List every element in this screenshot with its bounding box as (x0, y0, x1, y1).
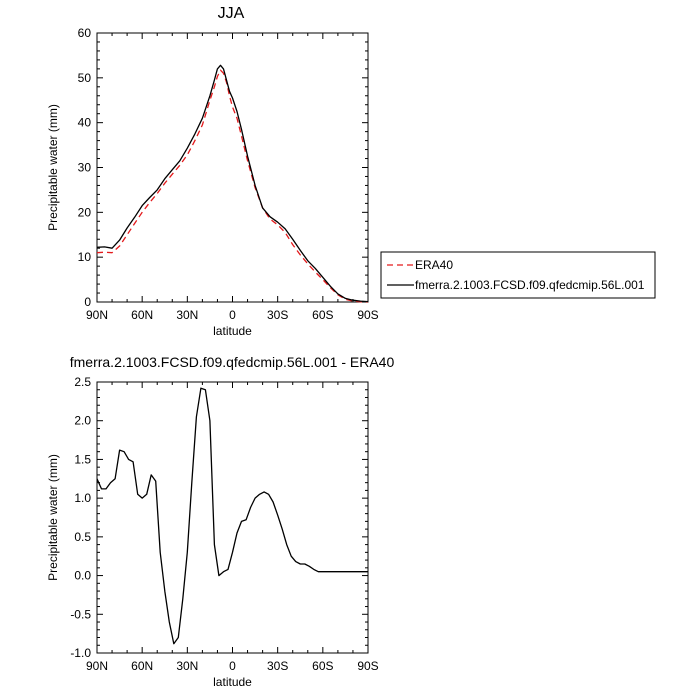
y-tick-label: 10 (78, 250, 92, 264)
x-tick-label: 90S (357, 659, 378, 673)
x-axis-label: latitude (213, 324, 252, 338)
x-tick-label: 60S (312, 659, 333, 673)
x-tick-label: 60N (131, 659, 153, 673)
x-tick-label: 90S (357, 308, 378, 322)
plot-bottom: 90N 60N 30N 0 30S 60S 90S -1.0 -0.5 0.0 0.5 1.0 1.5 2… (46, 375, 379, 689)
y-axis-label: Precipitable water (mm) (46, 104, 60, 231)
y-tick-label: 0.5 (74, 530, 91, 544)
legend: ERA40 fmerra.2.1003.FCSD.f09.qfedcmip.56L… (380, 251, 656, 299)
x-tick-label: 30N (176, 308, 198, 322)
y-tick-label: 20 (78, 205, 92, 219)
y-tick-label: 1.0 (74, 491, 91, 505)
legend-box (380, 251, 656, 299)
y-tick-label: -1.0 (70, 646, 91, 660)
x-tick-label: 60N (131, 308, 153, 322)
x-tick-label: 0 (229, 659, 236, 673)
x-tick-label: 60S (312, 308, 333, 322)
y-tick-label: 0.0 (74, 569, 91, 583)
y-tick-label: 40 (78, 116, 92, 130)
y-tick-label: 60 (78, 26, 92, 40)
plot-frame-1 (96, 381, 369, 654)
legend-label-1: fmerra.2.1003.FCSD.f09.qfedcmip.56L.001 (415, 278, 645, 292)
y-tick-label: 30 (78, 161, 92, 175)
x-tick-label: 30S (267, 659, 288, 673)
y-tick-label: 0 (84, 295, 91, 309)
x-tick-label: 90N (86, 308, 108, 322)
x-axis-label: latitude (213, 675, 252, 689)
y-tick-label: -0.5 (70, 607, 91, 621)
chart-title-bottom: fmerra.2.1003.FCSD.f09.qfedcmip.56L.001 … (70, 354, 395, 370)
x-tick-label: 0 (229, 308, 236, 322)
x-tick-label: 30N (176, 659, 198, 673)
series-line-0-1 (96, 64, 369, 303)
y-tick-label: 1.5 (74, 452, 91, 466)
x-tick-label: 30S (267, 308, 288, 322)
y-tick-label: 2.0 (74, 414, 91, 428)
x-tick-label: 90N (86, 659, 108, 673)
y-tick-label: 2.5 (74, 375, 91, 389)
plot-top: 90N 60N 30N 0 30S 60S 90S 0 10 20 30 40 50 60 latitude… (46, 26, 379, 338)
y-axis-label: Precipitable water (mm) (46, 454, 60, 581)
plot-frame-0 (96, 32, 369, 303)
legend-label-0: ERA40 (415, 258, 453, 272)
series-line-1-0 (96, 387, 368, 645)
y-tick-label: 50 (78, 71, 92, 85)
chart-title-top: JJA (218, 5, 245, 22)
series-line-0-0 (96, 69, 369, 303)
